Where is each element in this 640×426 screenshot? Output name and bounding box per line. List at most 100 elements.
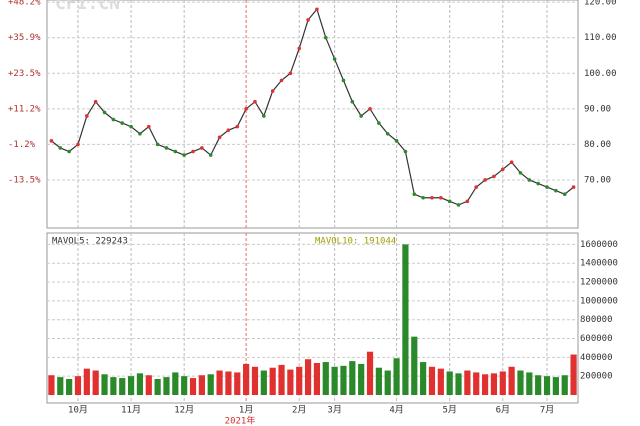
volume-bar — [163, 377, 170, 395]
volume-bar — [119, 378, 126, 395]
price-point — [306, 18, 310, 22]
price-point — [279, 78, 284, 83]
volume-bar — [428, 366, 436, 395]
volume-bar — [411, 336, 418, 395]
volume-bar — [349, 361, 356, 395]
volume-bar — [189, 378, 197, 395]
price-point — [146, 124, 151, 129]
price-point — [235, 124, 240, 129]
price-point — [403, 149, 408, 154]
volume-bar — [393, 358, 400, 395]
price-point — [200, 146, 204, 150]
volume-bar — [552, 377, 559, 395]
volume-bar — [83, 368, 90, 395]
price-point — [536, 181, 540, 186]
mavol10-label: MAVOL10: 191044 — [315, 237, 396, 247]
left-tick-label: +48.2% — [8, 0, 41, 8]
year-label: 2021年 — [225, 415, 256, 426]
volume-bar — [481, 374, 489, 395]
x-tick-label: 3月 — [327, 405, 341, 416]
volume-bar — [172, 372, 179, 395]
x-tick-label: 1月 — [239, 405, 253, 416]
price-point — [208, 153, 213, 157]
price-point — [102, 110, 107, 115]
volume-bar — [136, 373, 144, 395]
volume-bar — [92, 370, 99, 395]
price-point — [439, 195, 443, 200]
volume-bar — [375, 367, 382, 395]
price-point — [368, 107, 372, 111]
volume-bar — [304, 359, 312, 395]
volume-bar — [499, 371, 506, 395]
price-point — [244, 107, 248, 111]
y-tick-label: 100.00 — [584, 69, 617, 79]
x-tick-label: 11月 — [121, 405, 141, 416]
price-point — [67, 149, 71, 154]
price-point — [111, 117, 116, 122]
price-point — [76, 142, 80, 147]
y-tick-label: 110.00 — [584, 33, 617, 43]
volume-bar — [535, 375, 542, 395]
volume-bar — [74, 376, 82, 395]
volume-bar — [225, 371, 232, 395]
price-point — [58, 146, 63, 150]
price-point — [226, 128, 231, 132]
price-point — [474, 185, 479, 189]
price-point — [332, 57, 337, 61]
price-point — [173, 149, 178, 154]
volume-bar — [508, 366, 515, 395]
price-point — [191, 149, 195, 154]
volume-bar — [446, 371, 453, 395]
price-point — [385, 131, 390, 136]
x-tick-label: 6月 — [496, 405, 510, 416]
y-tick-label: 200000 — [580, 372, 613, 382]
x-tick-label: 12月 — [174, 405, 194, 416]
y-tick-label: 1200000 — [580, 278, 618, 288]
volume-bar — [322, 362, 329, 395]
price-point — [500, 167, 505, 172]
y-tick-label: 600000 — [580, 334, 613, 344]
volume-bar — [260, 370, 267, 395]
price-point — [394, 139, 399, 143]
price-point — [85, 114, 89, 118]
y-tick-label: 90.00 — [584, 104, 611, 114]
watermark: CFI.CN — [55, 0, 120, 14]
price-point — [554, 188, 558, 193]
price-point — [483, 178, 487, 182]
y-tick-label: 1000000 — [580, 296, 618, 306]
price-point — [49, 139, 54, 143]
mavol5-label: MAVOL5: 229243 — [52, 237, 128, 247]
price-point — [182, 153, 186, 157]
volume-bar — [543, 376, 551, 395]
volume-bar — [561, 375, 568, 395]
price-point — [518, 171, 523, 175]
price-point — [377, 121, 381, 125]
volume-bar — [437, 368, 444, 395]
price-point — [270, 89, 275, 93]
volume-bar — [48, 375, 55, 395]
x-tick-label: 2月 — [292, 405, 306, 416]
price-point — [571, 185, 576, 189]
price-point — [456, 203, 461, 207]
volume-bar — [464, 370, 471, 395]
price-point — [492, 174, 496, 179]
volume-bar — [402, 244, 409, 395]
x-tick-label: 4月 — [389, 405, 403, 416]
volume-bar — [366, 351, 374, 395]
price-point — [412, 192, 417, 197]
price-point — [297, 46, 302, 51]
volume-bar — [66, 379, 73, 395]
price-point — [359, 114, 363, 118]
volume-bar — [358, 363, 365, 395]
price-point — [465, 199, 470, 204]
volume-bar — [127, 376, 135, 395]
x-tick-label: 10月 — [68, 405, 88, 416]
price-point — [93, 99, 98, 104]
y-tick-label: 1400000 — [580, 259, 618, 269]
left-tick-label: +11.2% — [8, 104, 41, 114]
volume-bar — [216, 370, 223, 395]
price-point — [262, 114, 266, 118]
y-tick-label: 1600000 — [580, 240, 618, 250]
volume-bar — [287, 369, 294, 395]
